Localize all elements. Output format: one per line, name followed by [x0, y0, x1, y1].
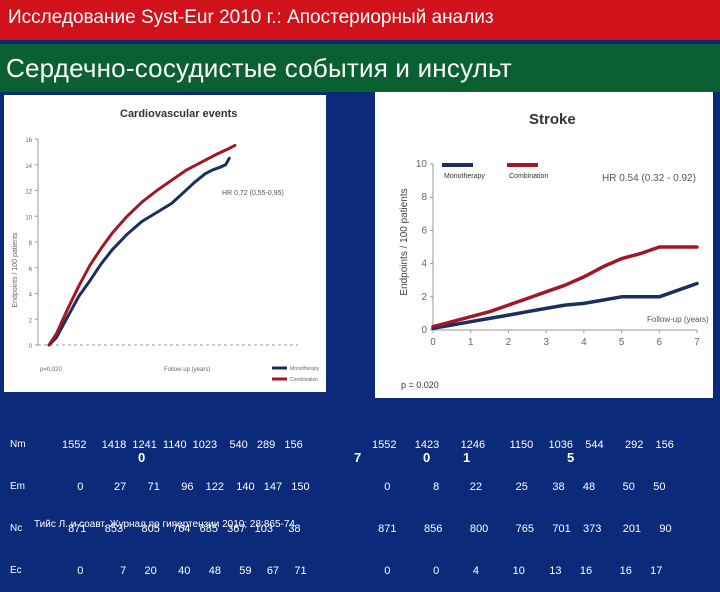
- slide-title: Исследование Syst-Eur 2010 г.: Апостерио…: [8, 7, 494, 28]
- cardiovascular-chart: Cardiovascular events Endpoints / 100 pa…: [12, 108, 320, 383]
- chart-title: Cardiovascular events: [120, 108, 237, 120]
- row-label: Em: [10, 481, 25, 492]
- y-tick-label: 4: [29, 293, 33, 299]
- y-axis-label: Endpoints / 100 patients: [399, 188, 410, 295]
- chart-title: Stroke: [529, 111, 576, 128]
- y-tick-label: 8: [421, 192, 427, 203]
- series-line-combination: [47, 143, 237, 347]
- stroke-chart-panel: Stroke Endpoints / 100 patients Monother…: [375, 92, 713, 398]
- legend-label-combination: Combination: [290, 377, 318, 383]
- y-tick-label: 2: [29, 318, 33, 324]
- x-tick-label: 1: [468, 337, 474, 348]
- cardiovascular-chart-panel: Cardiovascular events Endpoints / 100 pa…: [4, 95, 326, 392]
- y-tick-label: 4: [421, 259, 427, 270]
- y-tick-label: 0: [421, 325, 427, 336]
- slide-subtitle: Сердечно-сосудистые события и инсульт: [6, 53, 512, 83]
- y-tick-label: 6: [421, 225, 427, 236]
- risk-row: 1552 1418 1241 1140 1023 540 289 156: [62, 439, 303, 451]
- risk-row: 871 853 805 764 685 367 103 38: [62, 523, 301, 535]
- legend-label-monotherapy: Monotherapy: [290, 366, 320, 372]
- series-line-monotherapy: [431, 281, 699, 331]
- y-tick-label: 6: [29, 267, 33, 273]
- x-tick-label: 4: [581, 337, 587, 348]
- x-tick-label: 0: [430, 337, 436, 348]
- x-axis-label: Follow-up (years): [647, 315, 709, 324]
- y-tick-label: 12: [25, 190, 32, 196]
- header-bar: [0, 0, 720, 40]
- y-tick-label: 2: [421, 292, 427, 303]
- risk-row: 0 27 71 96 122 140 147 150: [62, 481, 310, 493]
- y-tick-label: 8: [29, 241, 33, 247]
- risk-row: 871 856 800 765 701 373 201 90: [372, 523, 672, 535]
- x-axis-label: Follow-up (years): [164, 367, 210, 373]
- x-tick-label: 7: [694, 337, 700, 348]
- risk-row: 0 8 22 25 38 48 50 50: [372, 481, 666, 493]
- risk-row: 1552 1423 1246 1150 1036 544 292 156: [372, 439, 674, 451]
- p-value: p = 0.020: [401, 380, 439, 390]
- y-tick-label: 16: [25, 138, 32, 144]
- risk-table-right: 1552 1423 1246 1150 1036 544 292 156 0 8…: [372, 410, 674, 592]
- row-label: Nm: [10, 439, 26, 450]
- hr-annotation: HR 0,72 (0,55-0,95): [222, 190, 284, 197]
- legend-label-monotherapy: Monotherapy: [444, 173, 485, 180]
- citation: Тийс Л. и соавт. Журнал по гипертензии 2…: [34, 519, 295, 530]
- risk-row: 0 7 20 40 48 59 67 71: [62, 565, 307, 577]
- x-tick-label: 3: [543, 337, 549, 348]
- y-tick-label: 0: [29, 344, 33, 350]
- risk-table-left: 1552 1418 1241 1140 1023 540 289 156 0 2…: [62, 410, 310, 592]
- year-mark: 0: [423, 450, 431, 465]
- subheader-bar: [0, 44, 720, 92]
- x-tick-label: 2: [506, 337, 512, 348]
- series-line-monotherapy: [47, 156, 231, 347]
- p-value: p=0,020: [40, 367, 63, 373]
- x-tick-label: 6: [657, 337, 663, 348]
- row-label: Ec: [10, 565, 22, 576]
- x-tick-label: 5: [619, 337, 625, 348]
- risk-table-labels-left: Nm Em Nc Ec: [10, 410, 26, 592]
- year-mark: 7: [354, 450, 362, 465]
- stroke-chart: Stroke Endpoints / 100 patients Monother…: [399, 111, 709, 390]
- y-tick-label: 10: [25, 215, 32, 221]
- legend-label-combination: Combination: [509, 173, 548, 180]
- row-label: Nc: [10, 523, 23, 534]
- y-tick-label: 14: [25, 164, 32, 170]
- y-tick-label: 10: [416, 159, 428, 170]
- y-axis-label: Endpoints / 100 patients: [12, 232, 19, 308]
- year-mark: 5: [567, 450, 575, 465]
- year-mark: 1: [463, 450, 471, 465]
- year-mark: 0: [138, 450, 146, 465]
- hr-annotation: HR 0.54 (0.32 - 0.92): [602, 173, 696, 184]
- risk-row: 0 0 4 10 13 16 16 17: [372, 565, 663, 577]
- series-line-combination: [431, 245, 699, 329]
